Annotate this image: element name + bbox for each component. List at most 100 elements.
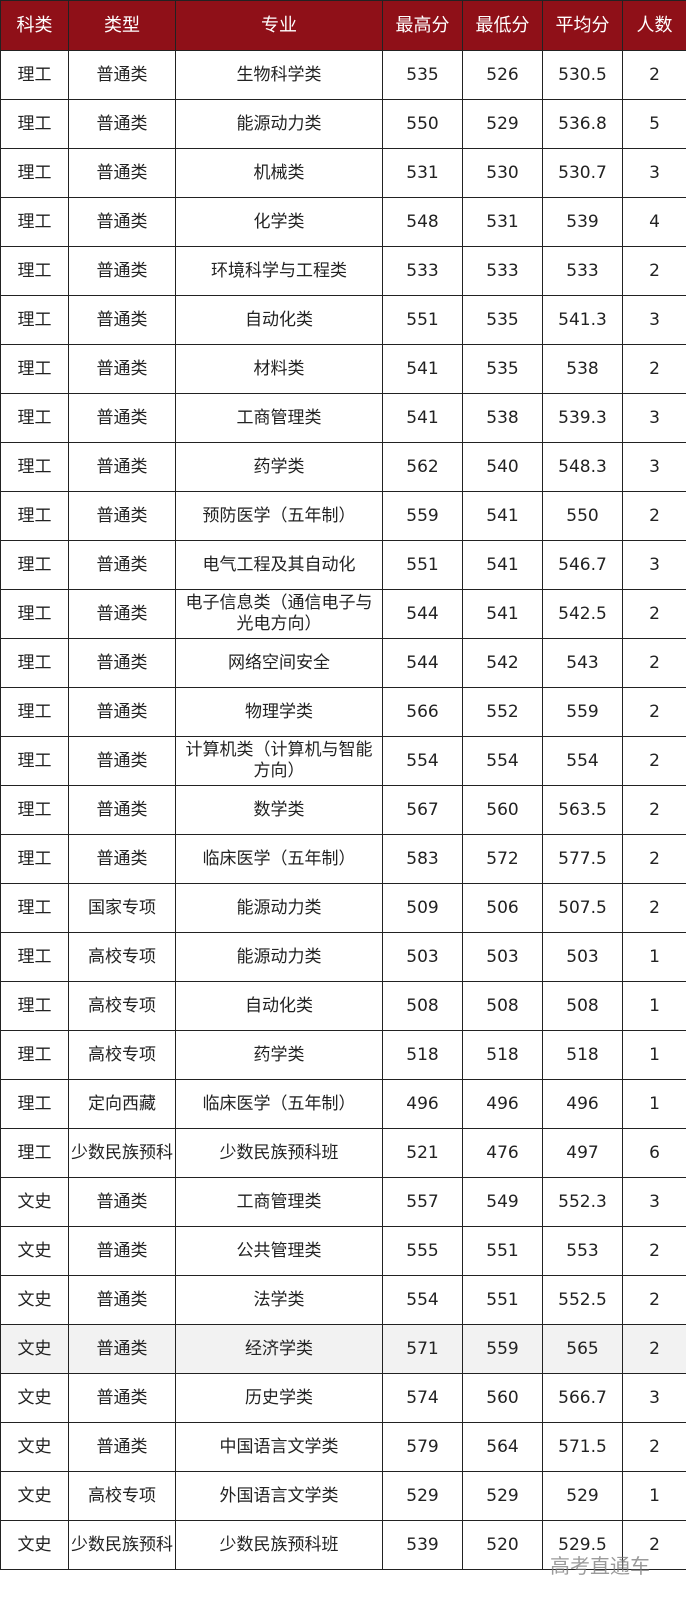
cell-subject: 理工 xyxy=(0,50,69,100)
cell-major: 历史学类 xyxy=(175,1373,383,1423)
cell-subject: 文史 xyxy=(0,1373,69,1423)
cell-count: 3 xyxy=(622,148,686,198)
cell-major: 经济学类 xyxy=(175,1324,383,1374)
cell-min-score: 572 xyxy=(462,834,543,884)
cell-count: 5 xyxy=(622,99,686,149)
table-row: 理工 高校专项 药学类 518 518 518 1 xyxy=(0,1030,686,1080)
cell-subject: 文史 xyxy=(0,1520,69,1570)
cell-subject: 理工 xyxy=(0,834,69,884)
cell-avg-score: 530.5 xyxy=(542,50,623,100)
cell-min-score: 529 xyxy=(462,1471,543,1521)
cell-subject: 文史 xyxy=(0,1471,69,1521)
table-row: 文史 高校专项 外国语言文学类 529 529 529 1 xyxy=(0,1471,686,1521)
cell-max-score: 555 xyxy=(382,1226,463,1276)
cell-count: 1 xyxy=(622,1079,686,1129)
cell-min-score: 541 xyxy=(462,540,543,590)
cell-count: 2 xyxy=(622,589,686,639)
cell-type: 普通类 xyxy=(68,344,176,394)
table-row: 文史 少数民族预科 少数民族预科班 539 520 529.5 2 xyxy=(0,1520,686,1570)
cell-max-score: 554 xyxy=(382,736,463,786)
cell-subject: 理工 xyxy=(0,687,69,737)
cell-max-score: 579 xyxy=(382,1422,463,1472)
table-row: 文史 普通类 公共管理类 555 551 553 2 xyxy=(0,1226,686,1276)
cell-count: 2 xyxy=(622,883,686,933)
header-type: 类型 xyxy=(68,0,176,51)
cell-type: 普通类 xyxy=(68,736,176,786)
table-row: 理工 普通类 电子信息类（通信电子与光电方向） 544 541 542.5 2 xyxy=(0,589,686,639)
cell-subject: 理工 xyxy=(0,785,69,835)
cell-type: 国家专项 xyxy=(68,883,176,933)
table-row: 理工 普通类 能源动力类 550 529 536.8 5 xyxy=(0,99,686,149)
cell-max-score: 551 xyxy=(382,540,463,590)
cell-major: 法学类 xyxy=(175,1275,383,1325)
cell-count: 2 xyxy=(622,246,686,296)
cell-count: 2 xyxy=(622,1422,686,1472)
cell-min-score: 551 xyxy=(462,1226,543,1276)
cell-subject: 文史 xyxy=(0,1177,69,1227)
cell-major: 自动化类 xyxy=(175,295,383,345)
cell-major: 药学类 xyxy=(175,442,383,492)
cell-subject: 理工 xyxy=(0,638,69,688)
cell-subject: 理工 xyxy=(0,981,69,1031)
table-row: 文史 普通类 历史学类 574 560 566.7 3 xyxy=(0,1373,686,1423)
cell-min-score: 535 xyxy=(462,344,543,394)
cell-max-score: 503 xyxy=(382,932,463,982)
cell-major: 能源动力类 xyxy=(175,932,383,982)
cell-max-score: 529 xyxy=(382,1471,463,1521)
cell-subject: 文史 xyxy=(0,1226,69,1276)
cell-count: 2 xyxy=(622,50,686,100)
cell-major: 材料类 xyxy=(175,344,383,394)
cell-max-score: 544 xyxy=(382,638,463,688)
cell-major: 自动化类 xyxy=(175,981,383,1031)
table-row: 理工 高校专项 自动化类 508 508 508 1 xyxy=(0,981,686,1031)
cell-max-score: 521 xyxy=(382,1128,463,1178)
cell-major: 临床医学（五年制） xyxy=(175,834,383,884)
cell-count: 4 xyxy=(622,197,686,247)
cell-major: 中国语言文学类 xyxy=(175,1422,383,1472)
cell-type: 普通类 xyxy=(68,197,176,247)
cell-avg-score: 539 xyxy=(542,197,623,247)
cell-avg-score: 548.3 xyxy=(542,442,623,492)
table-row: 理工 普通类 自动化类 551 535 541.3 3 xyxy=(0,295,686,345)
header-count: 人数 xyxy=(622,0,686,51)
cell-subject: 理工 xyxy=(0,1128,69,1178)
cell-min-score: 531 xyxy=(462,197,543,247)
cell-min-score: 508 xyxy=(462,981,543,1031)
cell-subject: 理工 xyxy=(0,540,69,590)
cell-major: 化学类 xyxy=(175,197,383,247)
cell-min-score: 538 xyxy=(462,393,543,443)
cell-type: 普通类 xyxy=(68,50,176,100)
cell-count: 1 xyxy=(622,1030,686,1080)
cell-type: 高校专项 xyxy=(68,932,176,982)
table-row: 理工 定向西藏 临床医学（五年制） 496 496 496 1 xyxy=(0,1079,686,1129)
cell-min-score: 554 xyxy=(462,736,543,786)
cell-type: 普通类 xyxy=(68,638,176,688)
cell-avg-score: 566.7 xyxy=(542,1373,623,1423)
cell-avg-score: 565 xyxy=(542,1324,623,1374)
cell-avg-score: 571.5 xyxy=(542,1422,623,1472)
cell-type: 普通类 xyxy=(68,393,176,443)
cell-min-score: 529 xyxy=(462,99,543,149)
cell-avg-score: 538 xyxy=(542,344,623,394)
cell-max-score: 559 xyxy=(382,491,463,541)
header-row: 科类 类型 专业 最高分 最低分 平均分 人数 xyxy=(0,0,686,51)
cell-min-score: 533 xyxy=(462,246,543,296)
cell-type: 普通类 xyxy=(68,1177,176,1227)
cell-type: 普通类 xyxy=(68,246,176,296)
cell-count: 2 xyxy=(622,785,686,835)
cell-min-score: 518 xyxy=(462,1030,543,1080)
cell-max-score: 548 xyxy=(382,197,463,247)
cell-max-score: 551 xyxy=(382,295,463,345)
cell-subject: 理工 xyxy=(0,197,69,247)
table-row: 理工 普通类 网络空间安全 544 542 543 2 xyxy=(0,638,686,688)
cell-max-score: 508 xyxy=(382,981,463,1031)
cell-subject: 理工 xyxy=(0,295,69,345)
cell-subject: 理工 xyxy=(0,1079,69,1129)
cell-max-score: 557 xyxy=(382,1177,463,1227)
cell-min-score: 564 xyxy=(462,1422,543,1472)
table-row: 理工 国家专项 能源动力类 509 506 507.5 2 xyxy=(0,883,686,933)
cell-major: 能源动力类 xyxy=(175,883,383,933)
header-min-score: 最低分 xyxy=(462,0,543,51)
cell-avg-score: 563.5 xyxy=(542,785,623,835)
